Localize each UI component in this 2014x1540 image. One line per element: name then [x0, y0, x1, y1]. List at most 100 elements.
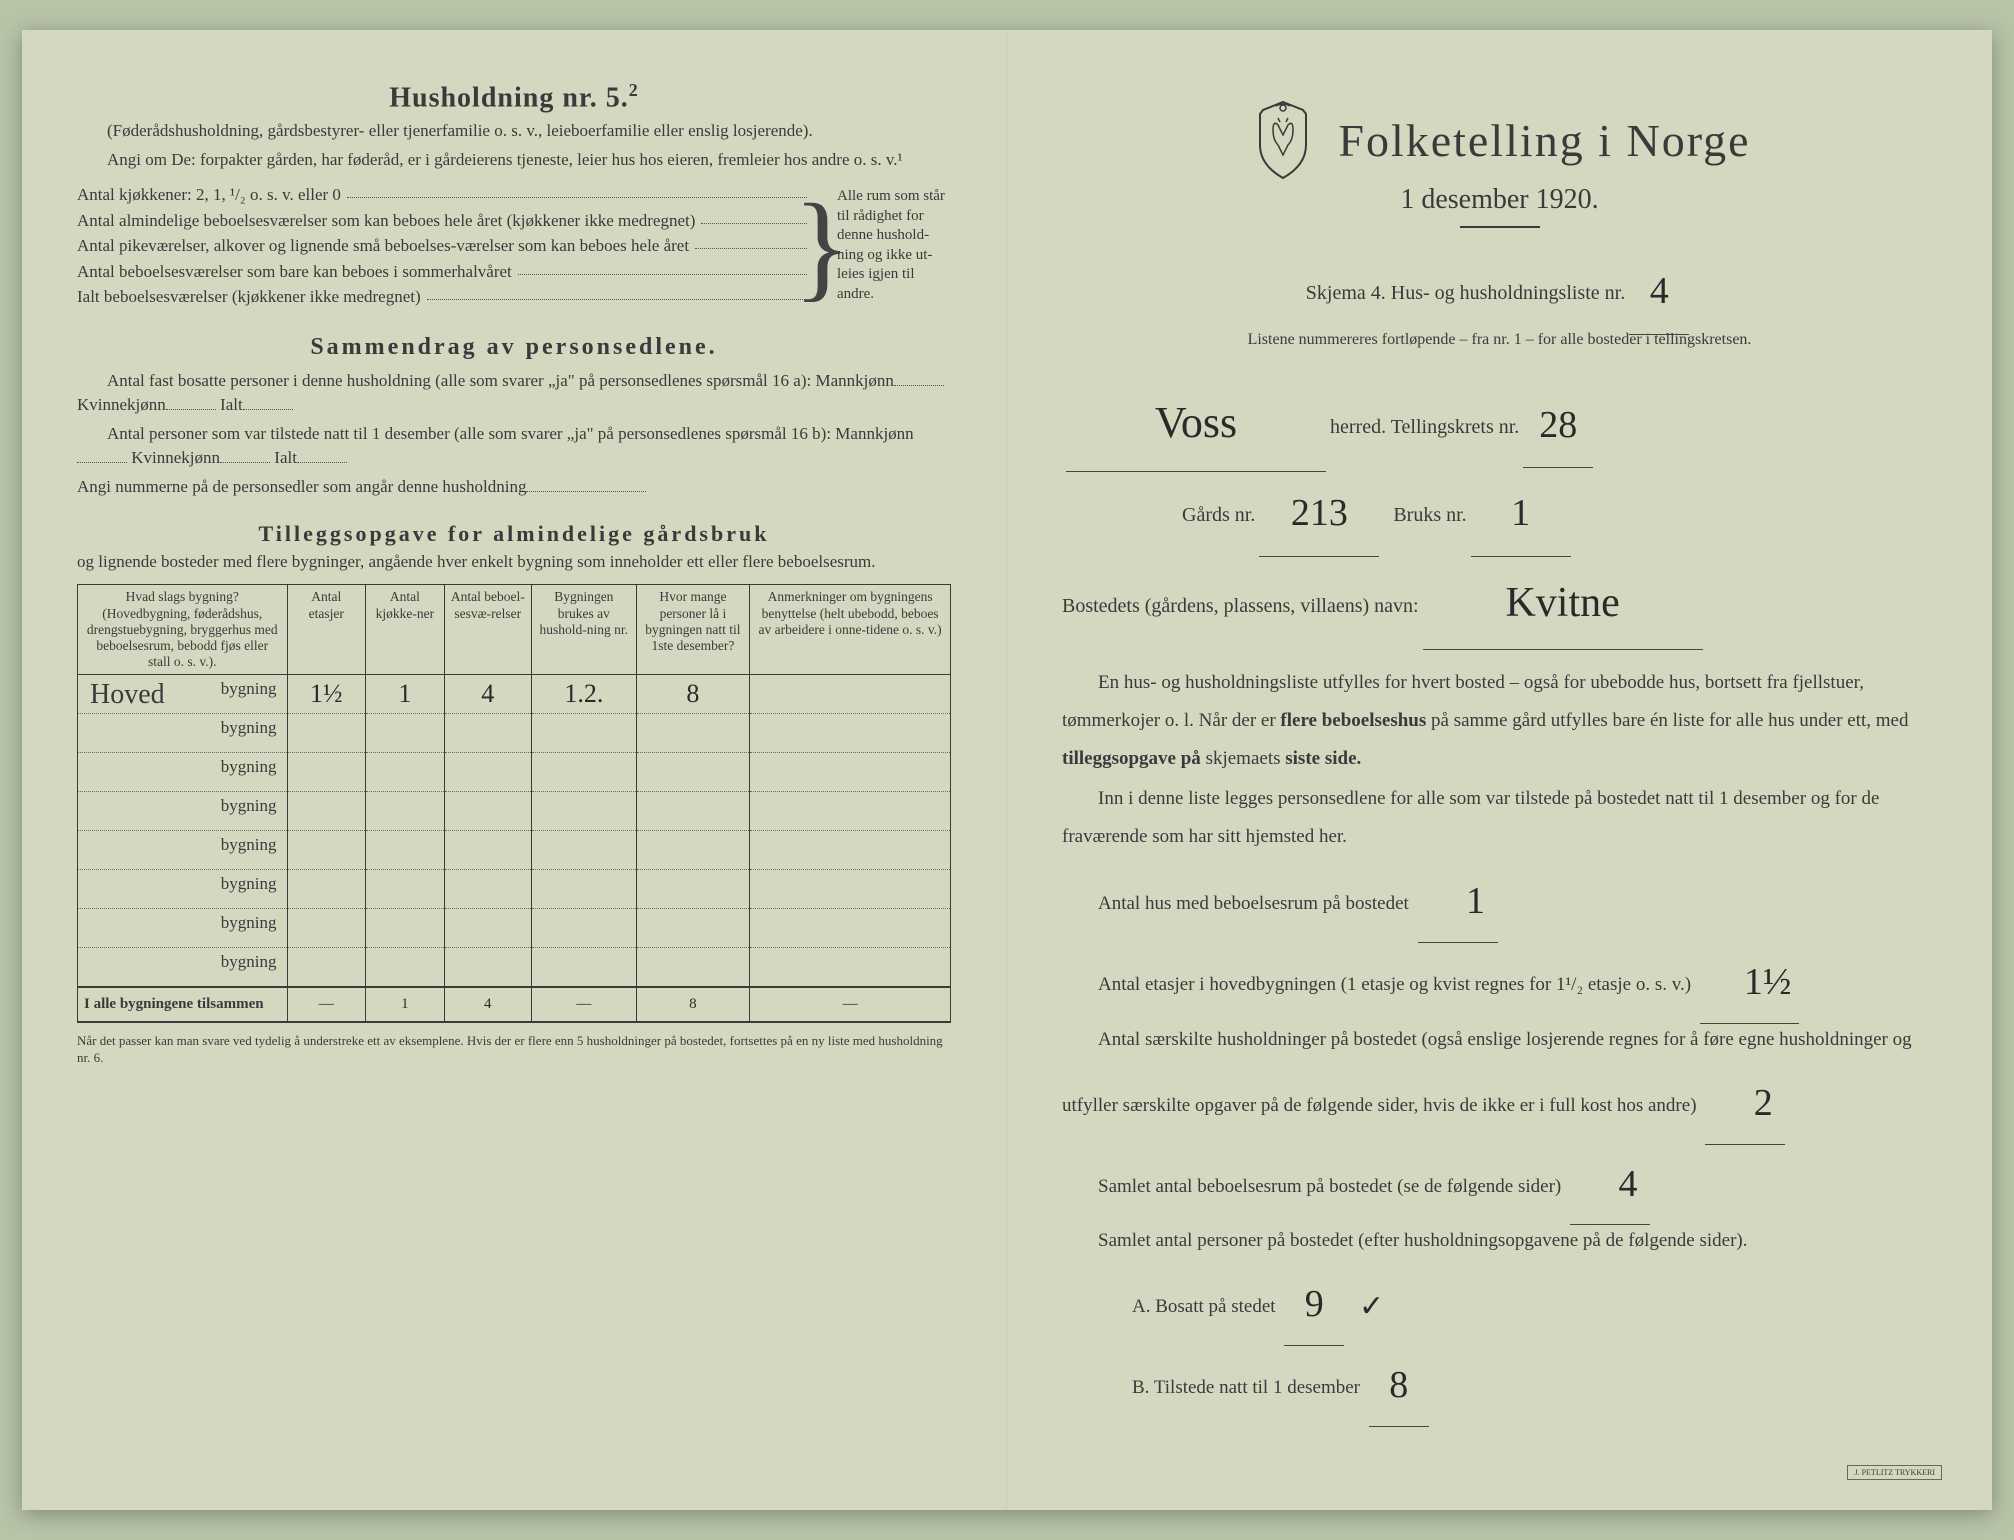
table-cell: 4 — [444, 675, 531, 714]
bygning-cell: bygning — [78, 870, 288, 909]
table-cell — [287, 792, 366, 831]
gards-nr: 213 — [1259, 472, 1379, 557]
table-cell: 8 — [636, 675, 749, 714]
table-cell — [531, 792, 636, 831]
divider — [1460, 226, 1540, 228]
table-cell — [444, 948, 531, 988]
table-cell — [287, 753, 366, 792]
total-brukes: — — [531, 987, 636, 1022]
para2: Inn i denne liste legges personsedlene f… — [1062, 780, 1937, 856]
statB: B. Tilstede natt til 1 desember 8 — [1062, 1342, 1937, 1423]
table-cell — [750, 909, 951, 948]
stat2-value: 1½ — [1700, 943, 1800, 1024]
table-cell — [444, 714, 531, 753]
heading-text: Husholdning nr. 5. — [389, 82, 629, 113]
table-cell — [531, 948, 636, 988]
table-cell — [444, 909, 531, 948]
sammen-line2: Antal personer som var tilstede natt til… — [77, 423, 951, 470]
table-cell — [287, 870, 366, 909]
right-header: Folketelling i Norge — [1062, 100, 1937, 180]
table-row: bygning — [78, 714, 951, 753]
census-document: Husholdning nr. 5.2 (Føderådshusholdning… — [22, 30, 1992, 1510]
stat5: Samlet antal personer på bostedet (efter… — [1062, 1221, 1937, 1261]
rooms1-label: Antal almindelige beboelsesværelser som … — [77, 208, 695, 234]
sammen-line1: Antal fast bosatte personer i denne hush… — [77, 369, 951, 417]
herred-value: Voss — [1066, 375, 1326, 473]
intro-instruction: Angi om De: forpakter gården, har føderå… — [77, 149, 951, 172]
printer-mark: J. PETLITZ TRYKKERI — [1847, 1465, 1942, 1480]
liste-nr: 4 — [1629, 250, 1689, 335]
table-cell — [366, 753, 445, 792]
table-cell: 1.2. — [531, 675, 636, 714]
small-note: Listene nummereres fortløpende – fra nr.… — [1062, 331, 1937, 349]
bygning-cell: bygning — [78, 792, 288, 831]
krets-nr: 28 — [1523, 384, 1593, 469]
footnote: Når det passer kan man svare ved tydelig… — [77, 1033, 951, 1067]
th-etasjer: Antal etasjer — [287, 585, 366, 675]
table-cell — [636, 909, 749, 948]
bruks-nr: 1 — [1471, 472, 1571, 557]
household-heading: Husholdning nr. 5.2 — [77, 80, 951, 114]
totals-label: I alle bygningene tilsammen — [78, 987, 288, 1022]
table-cell — [531, 831, 636, 870]
stat1: Antal hus med beboelsesrum på bostedet 1 — [1062, 858, 1937, 939]
stat1-value: 1 — [1418, 862, 1498, 943]
table-header-row: Hvad slags bygning? (Hovedbygning, føder… — [78, 585, 951, 675]
stat3: Antal særskilte husholdninger på bostede… — [1062, 1020, 1937, 1141]
total-anmerk: — — [750, 987, 951, 1022]
table-cell — [287, 714, 366, 753]
statB-value: 8 — [1369, 1346, 1429, 1427]
stat2: Antal etasjer i hovedbygningen (1 etasje… — [1062, 939, 1937, 1020]
herred-line: Voss herred. Tellingskrets nr. 28 — [1062, 371, 1937, 469]
table-cell — [366, 870, 445, 909]
table-cell — [531, 714, 636, 753]
gards-line: Gårds nr. 213 Bruks nr. 1 — [1062, 468, 1937, 553]
rooms3-label: Antal beboelsesværelser som bare kan beb… — [77, 259, 512, 285]
table-row: bygning — [78, 948, 951, 988]
table-cell — [636, 948, 749, 988]
table-cell — [636, 831, 749, 870]
statA: A. Bosatt på stedet 9 ✓ — [1062, 1261, 1937, 1342]
table-row: bygning — [78, 792, 951, 831]
right-page: Folketelling i Norge 1 desember 1920. Sk… — [1007, 30, 1992, 1510]
heading-sup: 2 — [629, 80, 639, 100]
table-cell — [287, 948, 366, 988]
table-cell — [750, 753, 951, 792]
table-row: Hovedbygning1½141.2.8 — [78, 675, 951, 714]
table-cell — [531, 909, 636, 948]
building-table: Hvad slags bygning? (Hovedbygning, føder… — [77, 584, 951, 1023]
left-page: Husholdning nr. 5.2 (Føderådshusholdning… — [22, 30, 1007, 1510]
row1-prefix: Hoved — [90, 679, 165, 711]
table-cell — [750, 714, 951, 753]
brace-icon: } — [813, 182, 831, 310]
table-cell — [444, 792, 531, 831]
bygning-cell: bygning — [78, 948, 288, 988]
table-cell — [636, 792, 749, 831]
bygning-cell: Hovedbygning — [78, 675, 288, 714]
rooms-brace-section: Antal kjøkkener: 2, 1, ¹/₂ o. s. v. elle… — [77, 182, 951, 310]
rooms2-label: Antal pikeværelser, alkover og lignende … — [77, 233, 689, 259]
brace-text: Alle rum som står til rådighet for denne… — [831, 182, 951, 310]
table-cell — [750, 870, 951, 909]
table-row: bygning — [78, 753, 951, 792]
table-cell: 1 — [366, 675, 445, 714]
table-cell — [531, 870, 636, 909]
table-cell — [366, 831, 445, 870]
table-totals-row: I alle bygningene tilsammen — 1 4 — 8 — — [78, 987, 951, 1022]
table-cell — [531, 753, 636, 792]
skjema-line: Skjema 4. Hus- og husholdningsliste nr. … — [1062, 246, 1937, 331]
para1: En hus- og husholdningsliste utfylles fo… — [1062, 664, 1937, 778]
table-cell: 1½ — [287, 675, 366, 714]
stat4: Samlet antal beboelsesrum på bostedet (s… — [1062, 1141, 1937, 1222]
table-cell — [444, 831, 531, 870]
rooms-total-label: Ialt beboelsesværelser (kjøkkener ikke m… — [77, 284, 421, 310]
th-brukes: Bygningen brukes av hushold-ning nr. — [531, 585, 636, 675]
crest-icon — [1248, 100, 1318, 180]
total-beboelse: 4 — [444, 987, 531, 1022]
tillegg-heading: Tilleggsopgave for almindelige gårdsbruk — [77, 521, 951, 547]
th-beboelse: Antal beboel-sesvæ-relser — [444, 585, 531, 675]
bosted-line: Bostedets (gårdens, plassens, villaens) … — [1062, 553, 1937, 646]
table-cell — [366, 909, 445, 948]
th-anmerk: Anmerkninger om bygningens benyttelse (h… — [750, 585, 951, 675]
table-cell — [750, 831, 951, 870]
